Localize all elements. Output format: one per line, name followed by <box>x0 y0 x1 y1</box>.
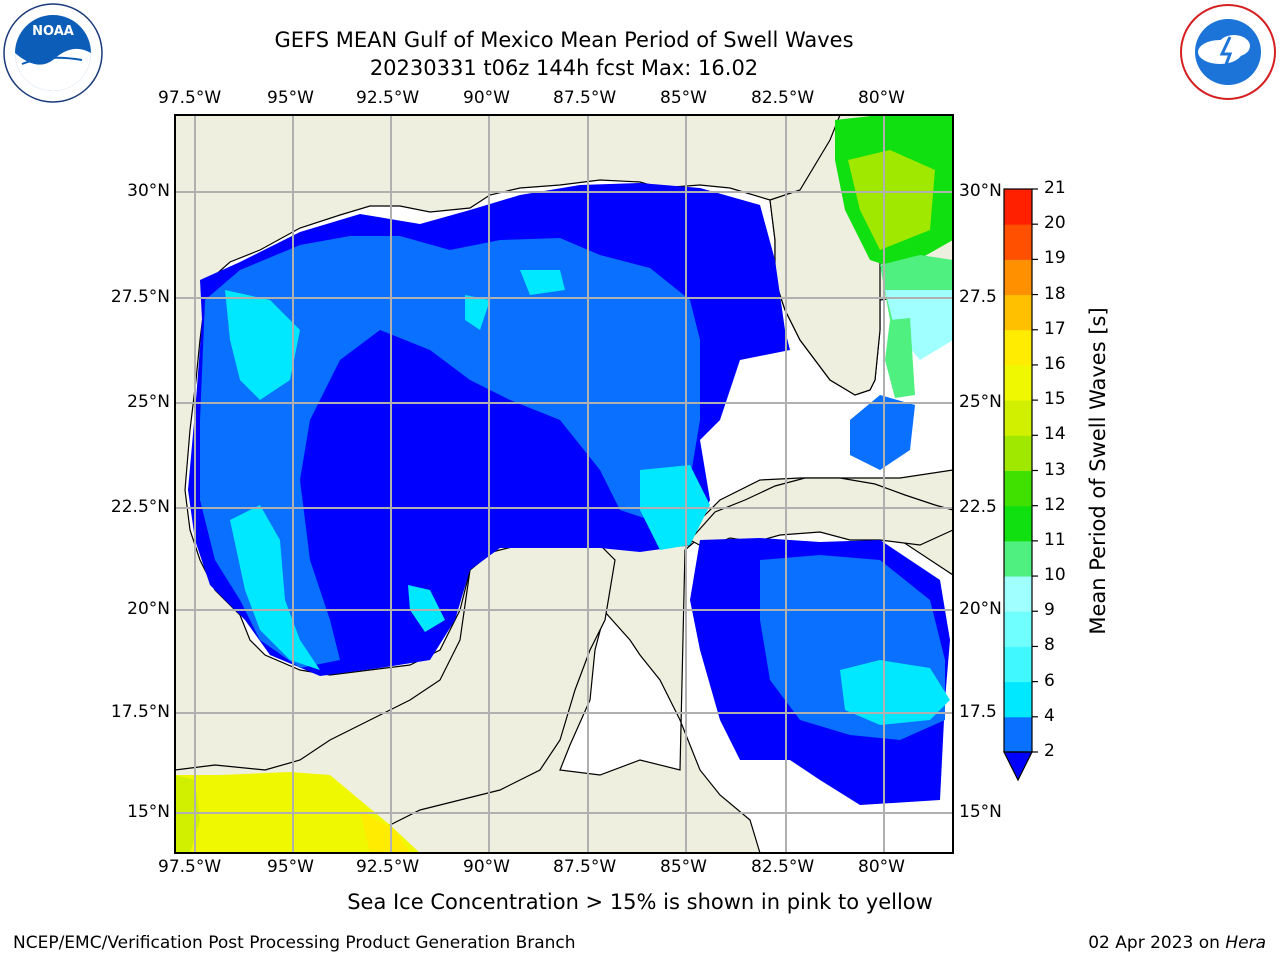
colorbar-segment <box>1004 611 1032 647</box>
colorbar-segment <box>1004 259 1032 296</box>
colorbar-segment <box>1004 646 1032 683</box>
footer-machine: Hera <box>1225 933 1266 953</box>
lat-label-left: 15°N <box>127 802 170 822</box>
lat-label-right: 25°N <box>959 392 1002 412</box>
lat-label-left: 17.5°N <box>110 702 170 722</box>
colorbar-segment <box>1004 505 1032 542</box>
lon-label-bottom: 87.5°W <box>553 857 617 877</box>
noaa-logo-text: NOAA <box>32 24 74 39</box>
colorbar-segment <box>1004 329 1032 366</box>
colorbar-segment <box>1004 435 1032 471</box>
colorbar-segment <box>1004 716 1032 753</box>
colorbar-tick-label: 12 <box>1044 494 1066 515</box>
map-grid <box>175 115 953 853</box>
lat-label-left: 25°N <box>127 392 170 412</box>
lon-label-top: 90°W <box>463 88 510 108</box>
lat-label-right: 22.5 <box>959 497 997 517</box>
map-frame <box>174 114 954 854</box>
colorbar-tick-label: 10 <box>1044 565 1066 586</box>
colorbar-tick-label: 16 <box>1044 353 1066 374</box>
lat-label-right: 15°N <box>959 802 1002 822</box>
colorbar-tick-label: 6 <box>1044 670 1055 691</box>
lat-label-right: 30°N <box>959 181 1002 201</box>
colorbar-tick-label: 21 <box>1044 178 1066 198</box>
chart-title: GEFS MEAN Gulf of Mexico Mean Period of … <box>274 28 854 52</box>
lon-label-top: 95°W <box>267 88 314 108</box>
lon-label-top: 87.5°W <box>553 88 617 108</box>
lat-label-right: 20°N <box>959 599 1002 619</box>
chart-subtitle: 20230331 t06z 144h fcst Max: 16.02 <box>369 56 759 80</box>
colorbar-tick-label: 15 <box>1044 389 1066 410</box>
colorbar-segment <box>1004 470 1032 507</box>
lon-label-bottom: 80°W <box>858 857 905 877</box>
colorbar-tick-label: 14 <box>1044 424 1066 445</box>
colorbar-segment <box>1004 681 1032 718</box>
lon-label-top: 82.5°W <box>751 88 815 108</box>
lat-label-left: 20°N <box>127 599 170 619</box>
colorbar-segment <box>1004 224 1032 260</box>
lat-label-left: 30°N <box>127 181 170 201</box>
lat-label-left: 27.5°N <box>110 287 170 307</box>
lon-label-bottom: 85°W <box>660 857 707 877</box>
lon-label-bottom: 90°W <box>463 857 510 877</box>
colorbar-tick-label: 2 <box>1044 741 1055 761</box>
lon-label-bottom: 92.5°W <box>356 857 420 877</box>
colorbar-segment <box>1004 294 1032 331</box>
colorbar-label: Mean Period of Swell Waves [s] <box>1086 307 1110 634</box>
colorbar-segment <box>1004 400 1032 436</box>
footer-date-text: 02 Apr 2023 on <box>1088 933 1226 953</box>
lat-label-left: 22.5°N <box>110 497 170 517</box>
colorbar <box>1003 188 1038 782</box>
lon-label-top: 80°W <box>858 88 905 108</box>
colorbar-segment <box>1004 540 1032 577</box>
lat-label-right: 27.5 <box>959 287 997 307</box>
lon-label-bottom: 95°W <box>267 857 314 877</box>
colorbar-tick-label: 13 <box>1044 459 1066 480</box>
lon-label-top: 92.5°W <box>356 88 420 108</box>
footer-date: 02 Apr 2023 on Hera <box>1088 933 1266 953</box>
nws-logo <box>1180 4 1276 100</box>
colorbar-tick-label: 17 <box>1044 318 1066 339</box>
ice-note: Sea Ice Concentration > 15% is shown in … <box>347 890 933 914</box>
colorbar-tick-label: 18 <box>1044 283 1066 304</box>
colorbar-tick-label: 19 <box>1044 248 1066 269</box>
lon-label-bottom: 97.5°W <box>158 857 222 877</box>
noaa-logo: NOAA <box>3 3 103 103</box>
lon-label-bottom: 82.5°W <box>751 857 815 877</box>
colorbar-segment <box>1004 364 1032 401</box>
lat-label-right: 17.5 <box>959 702 997 722</box>
colorbar-extend <box>1003 751 1033 782</box>
colorbar-tick-label: 20 <box>1044 213 1066 234</box>
colorbar-segment <box>1004 576 1032 612</box>
colorbar-segment <box>1004 189 1032 225</box>
lon-label-top: 85°W <box>660 88 707 108</box>
colorbar-tick-label: 11 <box>1044 529 1066 550</box>
colorbar-tick-label: 9 <box>1044 600 1055 621</box>
lon-label-top: 97.5°W <box>158 88 222 108</box>
colorbar-tick-label: 8 <box>1044 635 1055 656</box>
footer-branch: NCEP/EMC/Verification Post Processing Pr… <box>13 933 576 953</box>
colorbar-tick-label: 4 <box>1044 705 1055 726</box>
